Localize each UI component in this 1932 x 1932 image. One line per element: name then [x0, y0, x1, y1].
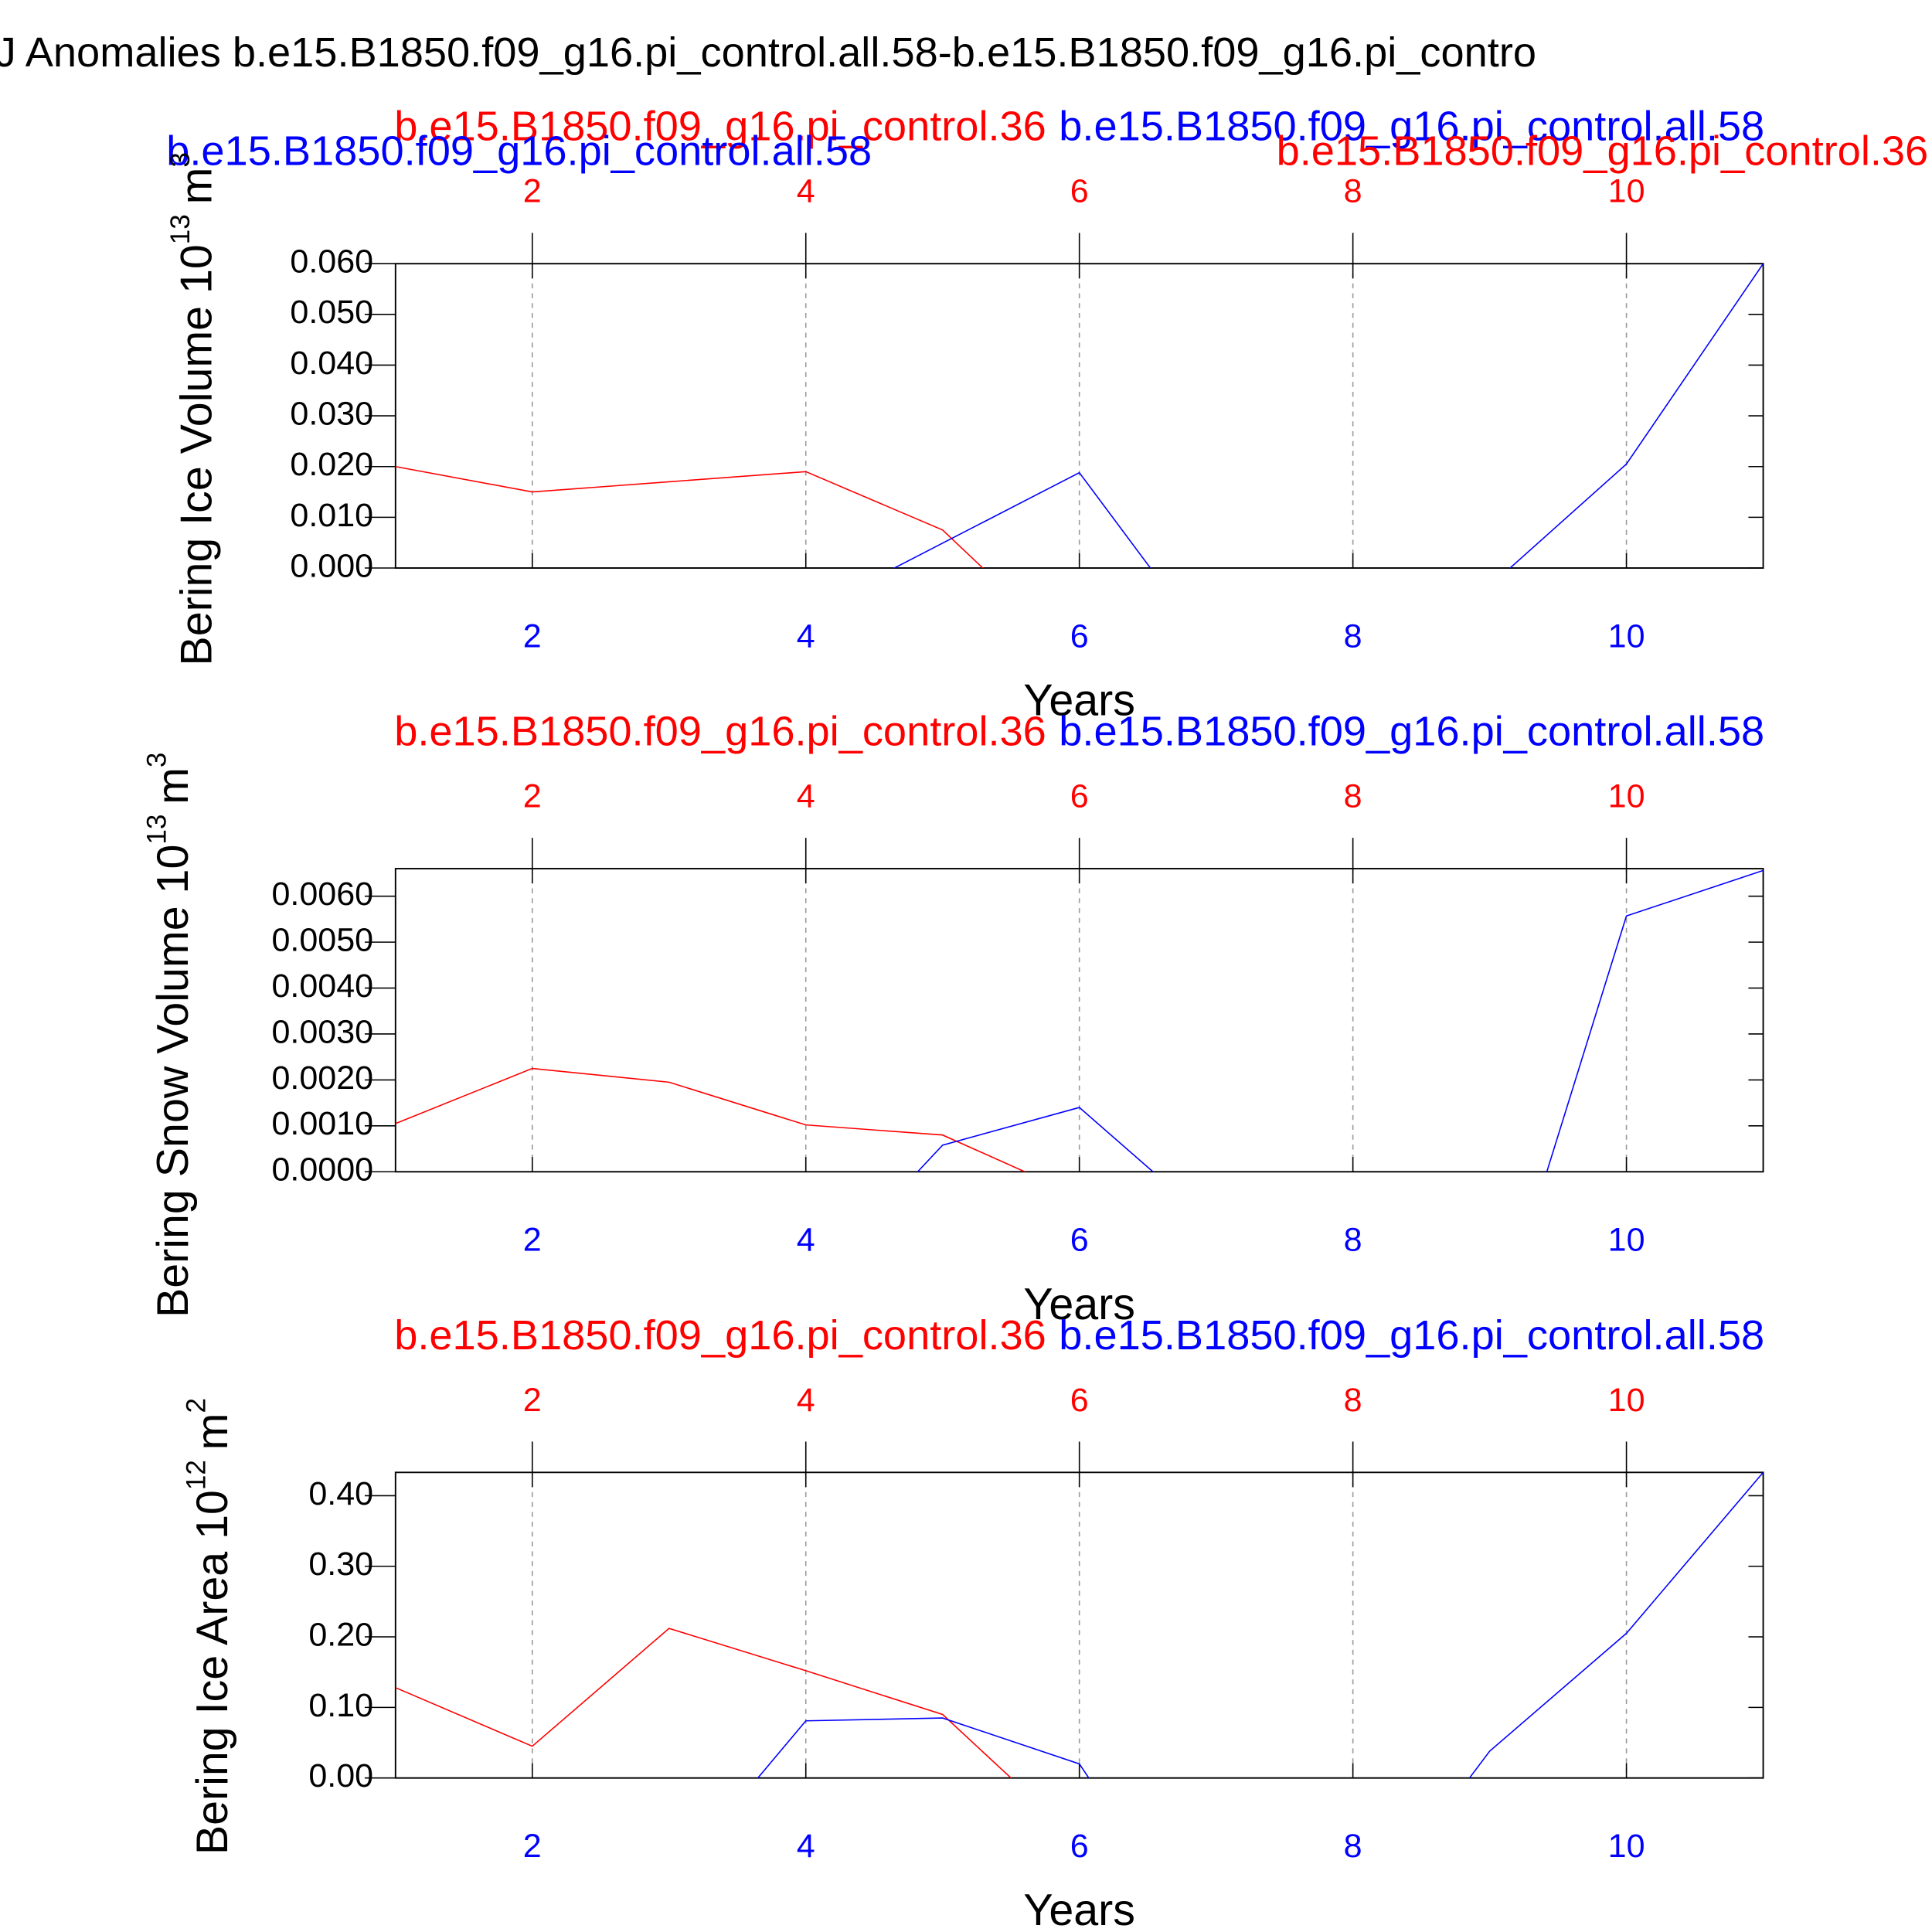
x-axis-label: Years	[1023, 676, 1135, 726]
legend-label: b.e15.B1850.f09_g16.pi_control.36	[394, 1312, 1046, 1359]
legend-label: b.e15.B1850.f09_g16.pi_control.all.58	[1059, 1312, 1764, 1359]
series-line	[395, 1628, 1012, 1778]
x-tick-label-bottom: 4	[797, 1222, 815, 1259]
y-label-unit-exponent: 3	[142, 753, 172, 768]
y-tick-label: 0.030	[290, 395, 373, 432]
x-tick-label-bottom: 2	[523, 1828, 542, 1865]
x-tick-label-top: 6	[1070, 173, 1089, 210]
page-title: J Anomalies b.e15.B1850.f09_g16.pi_contr…	[0, 29, 1536, 76]
x-tick-label-top: 4	[797, 1382, 815, 1419]
series-line	[395, 465, 984, 569]
x-tick-label-bottom: 10	[1608, 617, 1645, 655]
legend-label: b.e15.B1850.f09_g16.pi_control.all.58	[166, 128, 872, 175]
y-axis-label: Bering Ice Area 1012 m2	[182, 1398, 237, 1855]
x-tick-label-top: 2	[523, 173, 542, 210]
plot-frame	[394, 868, 1764, 1173]
x-tick-label-top: 8	[1344, 173, 1362, 210]
x-tick-label-top: 6	[1070, 1382, 1089, 1419]
y-label-text: Bering Snow Volume 10	[148, 845, 198, 1318]
x-tick-label-bottom: 6	[1070, 1828, 1089, 1865]
x-tick-label-top: 8	[1344, 1382, 1362, 1419]
x-axis-label: Years	[1023, 1886, 1135, 1932]
y-tick-label: 0.20	[308, 1616, 373, 1653]
x-tick-label-top: 4	[797, 173, 815, 210]
y-tick-label: 0.0010	[271, 1105, 373, 1142]
x-tick-label-top: 10	[1608, 1382, 1645, 1419]
plot-frame	[394, 1471, 1764, 1779]
y-tick-label: 0.060	[290, 243, 373, 281]
series-line	[395, 1067, 1027, 1172]
x-tick-label-bottom: 10	[1608, 1828, 1645, 1865]
y-tick-label: 0.0060	[271, 876, 373, 913]
y-tick-label: 0.000	[290, 547, 373, 584]
x-tick-label-bottom: 10	[1608, 1222, 1645, 1259]
y-tick-label: 0.30	[308, 1546, 373, 1583]
y-tick-label: 0.010	[290, 497, 373, 534]
y-label-unit-exponent: 3	[165, 152, 196, 168]
x-tick-label-top: 10	[1608, 173, 1645, 210]
x-tick-label-bottom: 8	[1344, 1222, 1362, 1259]
x-tick-label-bottom: 8	[1344, 617, 1362, 655]
x-tick-label-bottom: 4	[797, 617, 815, 655]
y-tick-label: 0.10	[308, 1687, 373, 1724]
y-label-exponent: 12	[182, 1460, 212, 1490]
plot-frame	[394, 263, 1764, 569]
y-label-exponent: 13	[165, 214, 196, 244]
legend-label: b.e15.B1850.f09_g16.pi_control.all.58	[1059, 709, 1764, 755]
x-tick-label-bottom: 6	[1070, 1222, 1089, 1259]
legend-label: b.e15.B1850.f09_g16.pi_control.36	[1277, 128, 1929, 175]
y-tick-label: 0.0040	[271, 968, 373, 1005]
x-tick-label-bottom: 4	[797, 1828, 815, 1865]
y-tick-label: 0.0030	[271, 1013, 373, 1050]
y-tick-label: 0.40	[308, 1475, 373, 1512]
y-label-unit: m	[188, 1413, 237, 1451]
x-tick-label-top: 8	[1344, 778, 1362, 815]
y-tick-label: 0.00	[308, 1757, 373, 1794]
x-tick-label-top: 4	[797, 778, 815, 815]
y-label-text: Bering Ice Volume 10	[172, 244, 221, 665]
x-tick-label-top: 2	[523, 1382, 542, 1419]
series-line	[917, 869, 1764, 1172]
y-axis-label: Bering Ice Volume 1013 m3	[165, 152, 221, 665]
x-tick-label-top: 2	[523, 778, 542, 815]
y-tick-label: 0.040	[290, 345, 373, 382]
y-label-unit: m	[148, 767, 198, 804]
y-tick-label: 0.0020	[271, 1060, 373, 1097]
y-tick-label: 0.0000	[271, 1151, 373, 1189]
legend-label: b.e15.B1850.f09_g16.pi_control.36	[394, 104, 1046, 150]
y-axis-label: Bering Snow Volume 1013 m3	[142, 753, 198, 1318]
x-tick-label-bottom: 2	[523, 1222, 542, 1259]
y-label-text: Bering Ice Area 10	[188, 1490, 237, 1855]
legend-label: b.e15.B1850.f09_g16.pi_control.36	[394, 709, 1046, 755]
y-label-unit-exponent: 2	[182, 1398, 212, 1413]
y-label-exponent: 13	[142, 815, 172, 845]
series-line	[893, 264, 1764, 569]
y-tick-label: 0.050	[290, 294, 373, 331]
y-tick-label: 0.020	[290, 446, 373, 483]
x-tick-label-bottom: 6	[1070, 617, 1089, 655]
x-tick-label-bottom: 2	[523, 617, 542, 655]
x-tick-label-bottom: 8	[1344, 1828, 1362, 1865]
x-tick-label-top: 10	[1608, 778, 1645, 815]
y-label-unit: m	[172, 168, 221, 205]
series-line	[757, 1472, 1764, 1778]
x-axis-label: Years	[1023, 1280, 1135, 1329]
legend-label: b.e15.B1850.f09_g16.pi_control.all.58	[1059, 104, 1764, 150]
x-tick-label-top: 6	[1070, 778, 1089, 815]
y-tick-label: 0.0050	[271, 922, 373, 959]
